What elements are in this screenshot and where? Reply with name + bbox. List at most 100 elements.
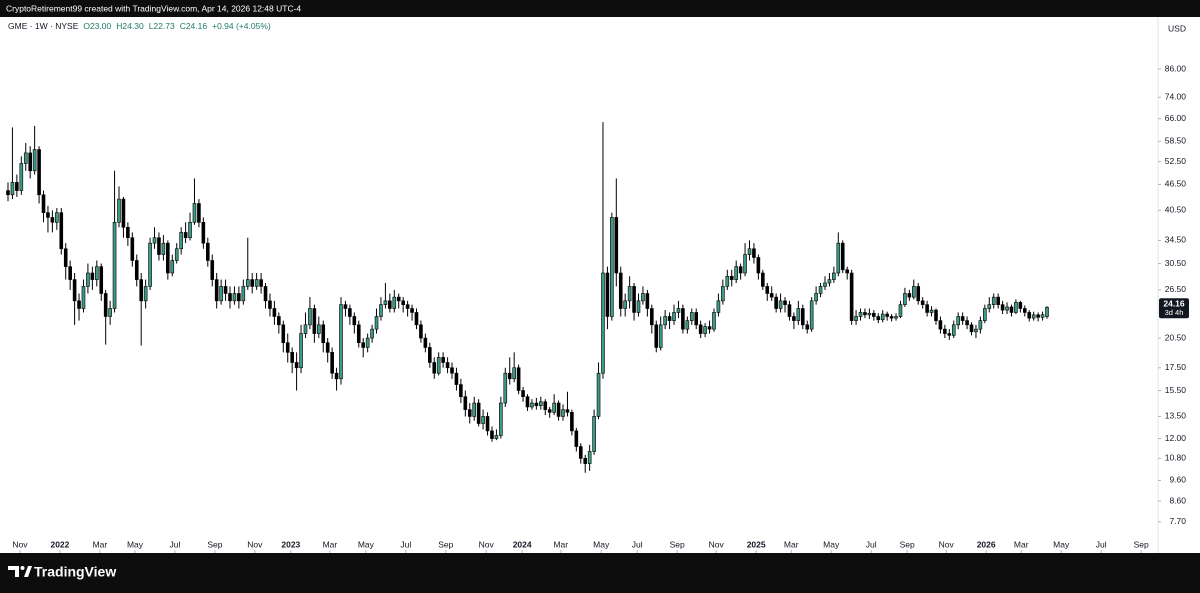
candle-body-down <box>476 402 481 424</box>
candle-body-up <box>241 286 246 302</box>
y-tick-label: 58.50 <box>1165 136 1187 146</box>
candle-body-up <box>827 279 832 284</box>
candle-body-down <box>72 279 77 302</box>
candle-body-up <box>836 242 841 274</box>
candle-body-up <box>854 316 858 321</box>
candle-body-down <box>792 316 796 321</box>
candle-body-down <box>1018 302 1023 309</box>
candle-body-down <box>849 272 854 321</box>
y-tick-label: 52.50 <box>1165 156 1187 166</box>
candle-body-up <box>809 300 814 330</box>
candle-body-down <box>290 352 294 363</box>
candle-body-up <box>956 316 960 326</box>
candle-body-down <box>698 324 703 334</box>
candle-body-down <box>943 328 947 334</box>
candle-body-down <box>121 198 126 228</box>
candle-body-down <box>59 212 64 250</box>
candle-body-down <box>268 300 272 309</box>
candle-body-up <box>734 266 738 280</box>
x-tick-label: Mar <box>323 539 338 549</box>
candle-body-down <box>490 430 494 439</box>
candle-body-up <box>374 316 379 330</box>
candle-body-down <box>996 296 1000 305</box>
price-tag <box>1159 298 1189 319</box>
candle-body-down <box>250 279 255 287</box>
y-tick-label: 66.00 <box>1165 113 1187 123</box>
y-tick-label: 17.50 <box>1165 362 1187 372</box>
candle-body-up <box>245 279 250 287</box>
candle-body-down <box>885 313 889 317</box>
candle-body-down <box>960 316 965 321</box>
candle-body-up <box>108 308 112 317</box>
x-tick-label: Jul <box>866 539 877 549</box>
candle-body-up <box>1031 314 1036 319</box>
candle-body-down <box>139 279 143 302</box>
candle-body-up <box>894 316 898 319</box>
candle-body-up <box>308 308 312 326</box>
candle-body-down <box>1009 306 1014 313</box>
candle-body-up <box>1014 302 1018 313</box>
legend-change: +0.94 (+4.05%) <box>212 21 271 31</box>
candle-body-down <box>126 226 130 239</box>
x-tick-label: 2024 <box>513 539 532 549</box>
candle-body-up <box>94 266 99 280</box>
candle-body-up <box>592 416 596 452</box>
candle-body-down <box>330 352 334 374</box>
candle-body-down <box>445 362 450 369</box>
candle-body-up <box>192 203 197 223</box>
candle-body-up <box>152 237 157 244</box>
x-tick-label: 2026 <box>977 539 996 549</box>
candle-body-down <box>707 326 712 330</box>
y-tick-label: 7.70 <box>1169 516 1186 526</box>
symbol: GME · 1W · NYSE <box>8 21 79 31</box>
candle-body-down <box>578 446 583 459</box>
candle-body-up <box>174 248 179 261</box>
candle-body-down <box>321 324 326 344</box>
candle-body-up <box>552 402 556 413</box>
candle-body-up <box>379 304 383 317</box>
x-tick-label: Nov <box>939 539 955 549</box>
candle-body-down <box>157 237 161 255</box>
x-tick-label: Nov <box>709 539 725 549</box>
footer-bar <box>0 553 1200 593</box>
candle-body-down <box>401 300 405 305</box>
candle-body-down <box>223 286 228 294</box>
candle-body-up <box>636 300 641 313</box>
candle-body-down <box>388 300 392 309</box>
candle-body-down <box>463 396 468 410</box>
candle-body-up <box>818 286 823 294</box>
candle-body-up <box>383 300 388 305</box>
candles <box>6 122 1049 473</box>
candle-body-down <box>99 266 104 294</box>
candle-body-down <box>1000 304 1005 311</box>
candle-body-down <box>925 304 929 313</box>
x-tick-label: May <box>823 539 840 549</box>
candle-body-down <box>259 279 263 287</box>
x-tick-label: May <box>127 539 144 549</box>
candle-body-down <box>840 242 845 271</box>
x-tick-label: May <box>1053 539 1070 549</box>
candle-body-up <box>978 320 983 330</box>
candle-body-down <box>876 316 881 321</box>
candle-body-down <box>41 194 46 213</box>
candle-body-down <box>419 324 423 339</box>
candle-body-down <box>50 217 55 223</box>
x-tick-label: Mar <box>1014 539 1029 549</box>
legend-close: C24.16 <box>179 21 208 31</box>
y-tick-label: 13.50 <box>1165 411 1187 421</box>
candle-body-down <box>872 312 876 317</box>
candle-body-down <box>356 324 361 344</box>
candle-body-up <box>685 320 690 330</box>
candle-body-up <box>672 312 676 321</box>
candle-body-down <box>206 242 210 261</box>
x-tick-label: 2022 <box>50 539 69 549</box>
candle-body-up <box>601 272 605 374</box>
y-tick-label: 26.50 <box>1165 284 1187 294</box>
candle-body-down <box>547 409 552 413</box>
candle-body-up <box>503 372 508 404</box>
candle-body-up <box>725 275 730 287</box>
y-tick-label: 20.50 <box>1165 332 1187 342</box>
x-tick-label: May <box>593 539 610 549</box>
x-tick-label: Mar <box>93 539 108 549</box>
